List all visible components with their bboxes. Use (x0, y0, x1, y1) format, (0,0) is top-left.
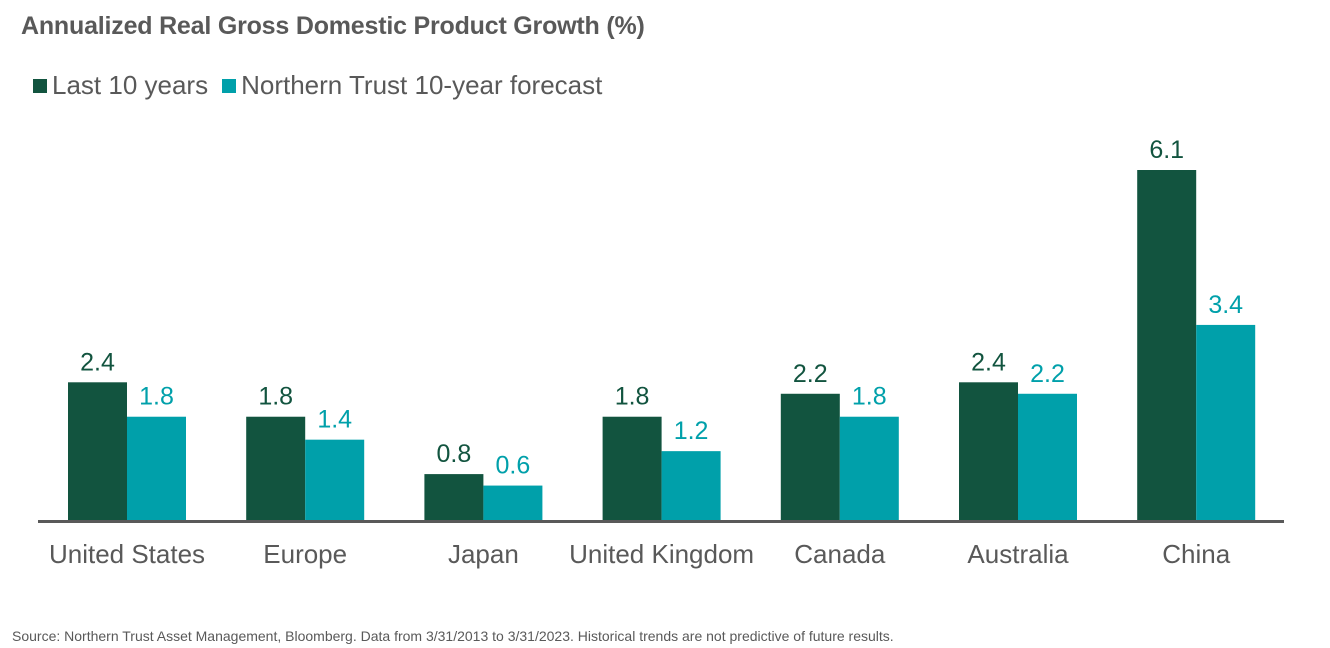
bar-northern-trust-10-year-forecast-united-states (127, 416, 186, 520)
bar-northern-trust-10-year-forecast-europe (305, 439, 365, 520)
data-label-northern-trust-10-year-forecast-united-states: 1.8 (139, 383, 174, 411)
bar-northern-trust-10-year-forecast-australia (1018, 393, 1077, 520)
x-tick-label-japan: Japan (448, 539, 519, 569)
legend-swatch-forecast (222, 78, 237, 93)
data-label-last-10-years-united-states: 2.4 (80, 348, 115, 376)
bar-last-10-years-united-kingdom (602, 416, 662, 520)
legend-label-forecast: Northern Trust 10-year forecast (241, 70, 603, 100)
source-note: Source: Northern Trust Asset Management,… (12, 628, 894, 644)
bar-northern-trust-10-year-forecast-united-kingdom (661, 451, 721, 520)
legend-swatch-last-10-years (33, 78, 47, 93)
bar-northern-trust-10-year-forecast-china (1196, 324, 1256, 520)
bar-northern-trust-10-year-forecast-japan (483, 485, 543, 520)
bar-last-10-years-europe (246, 416, 306, 520)
x-tick-label-australia: Australia (967, 539, 1069, 569)
bar-last-10-years-united-states (68, 382, 127, 520)
data-label-northern-trust-10-year-forecast-europe: 1.4 (317, 406, 352, 434)
data-label-last-10-years-china: 6.1 (1149, 136, 1184, 164)
legend-item-last-10-years: Last 10 years (33, 70, 208, 101)
chart-title: Annualized Real Gross Domestic Product G… (21, 12, 645, 40)
data-label-northern-trust-10-year-forecast-japan: 0.6 (496, 452, 531, 480)
x-tick-label-canada: Canada (794, 539, 886, 569)
bar-northern-trust-10-year-forecast-canada (839, 416, 899, 520)
x-tick-label-china: China (1162, 539, 1230, 569)
bar-last-10-years-australia (959, 382, 1018, 520)
data-label-northern-trust-10-year-forecast-canada: 1.8 (852, 383, 887, 411)
data-label-last-10-years-japan: 0.8 (437, 440, 472, 468)
data-label-northern-trust-10-year-forecast-australia: 2.2 (1030, 360, 1065, 388)
x-tick-label-united-kingdom: United Kingdom (569, 539, 754, 569)
data-label-northern-trust-10-year-forecast-united-kingdom: 1.2 (674, 417, 709, 445)
legend: Last 10 years Northern Trust 10-year for… (33, 70, 616, 101)
data-label-last-10-years-australia: 2.4 (971, 348, 1006, 376)
legend-label-last-10-years: Last 10 years (52, 70, 209, 100)
x-tick-label-united-states: United States (49, 539, 205, 569)
legend-item-forecast: Northern Trust 10-year forecast (222, 70, 602, 101)
data-label-last-10-years-united-kingdom: 1.8 (615, 383, 650, 411)
bar-last-10-years-japan (424, 474, 484, 520)
bar-last-10-years-canada (780, 393, 840, 520)
x-tick-label-europe: Europe (263, 539, 347, 569)
data-label-northern-trust-10-year-forecast-china: 3.4 (1208, 291, 1243, 319)
data-label-last-10-years-canada: 2.2 (793, 360, 828, 388)
bar-last-10-years-china (1137, 170, 1197, 520)
data-label-last-10-years-europe: 1.8 (258, 383, 293, 411)
